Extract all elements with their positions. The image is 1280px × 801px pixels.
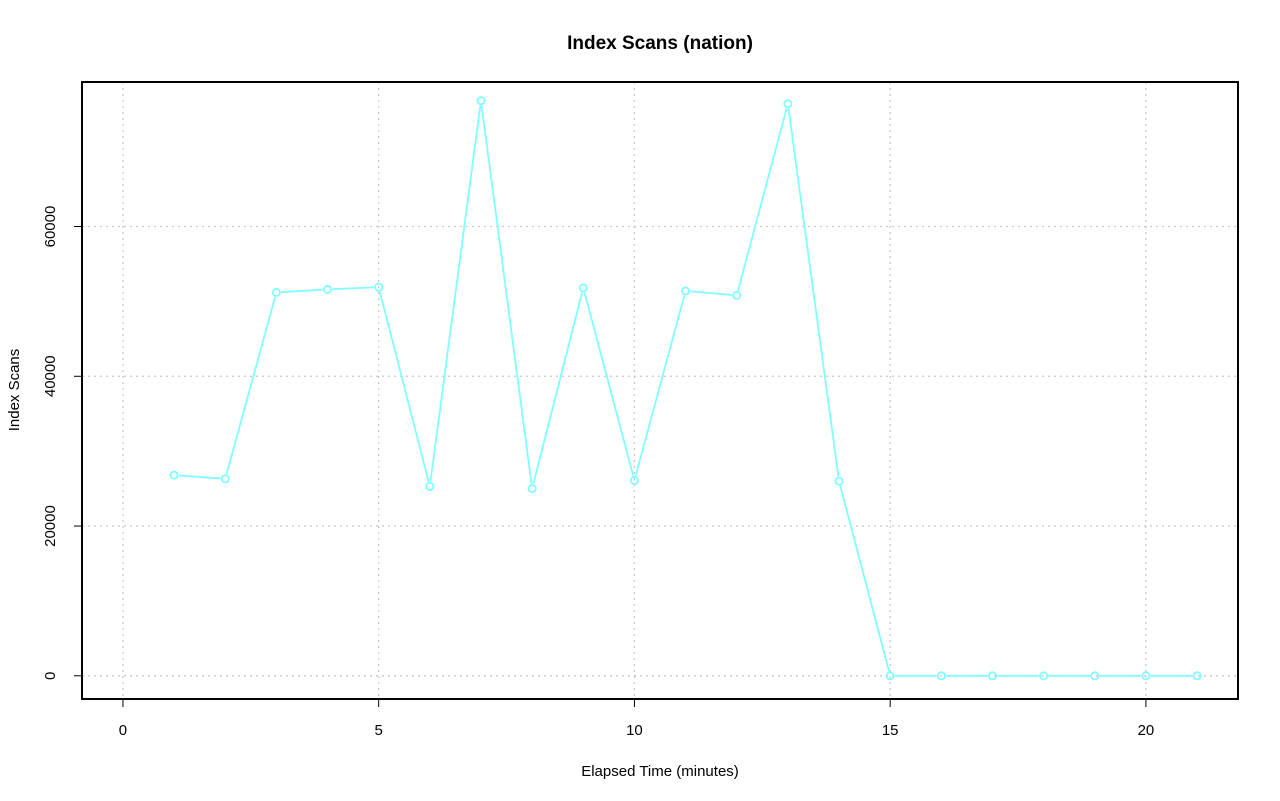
data-point	[681, 286, 691, 296]
series-segment	[429, 105, 482, 482]
series-segment	[281, 288, 323, 293]
grid-lines	[82, 82, 1238, 699]
data-point	[1192, 671, 1202, 681]
x-tick-label: 15	[882, 722, 899, 739]
y-tick-label: 0	[42, 672, 59, 680]
series-segment	[839, 485, 890, 672]
data-point	[323, 284, 333, 294]
y-axis-label: Index Scans	[6, 349, 23, 432]
x-tick-label: 0	[119, 722, 127, 739]
data-point	[476, 96, 486, 106]
plot-frame	[81, 81, 1239, 700]
series-segment	[737, 108, 788, 291]
series-segment	[178, 474, 221, 480]
data-point	[987, 671, 997, 681]
series-segment	[379, 291, 430, 482]
x-tick-label: 20	[1138, 722, 1155, 739]
series-segment	[583, 292, 634, 476]
y-tick-label: 40000	[42, 355, 59, 397]
data-point	[220, 474, 230, 484]
data-point	[1039, 671, 1049, 681]
data-point	[169, 470, 179, 480]
series-segment	[634, 295, 686, 476]
y-tick-label: 20000	[42, 505, 59, 547]
series-segment	[690, 290, 733, 296]
data-point	[271, 287, 281, 297]
x-tick-label: 10	[626, 722, 643, 739]
series-segment	[332, 286, 374, 291]
data-point	[425, 481, 435, 491]
data-point	[936, 671, 946, 681]
data-point	[783, 99, 793, 109]
x-axis-label: Elapsed Time (minutes)	[581, 763, 739, 780]
data-point	[885, 671, 895, 681]
chart-title: Index Scans (nation)	[567, 33, 753, 54]
axes: 0 5 10 15 20 0 20000 40000 60000	[42, 206, 1154, 739]
data-point	[527, 484, 537, 494]
series-layer	[169, 96, 1202, 681]
y-tick-label: 60000	[42, 206, 59, 248]
data-point	[834, 476, 844, 486]
data-point	[629, 475, 639, 485]
data-point	[374, 282, 384, 292]
series-segment	[480, 105, 533, 484]
series-segment	[225, 296, 276, 475]
data-point	[1090, 671, 1100, 681]
data-point	[578, 283, 588, 293]
data-point	[1141, 671, 1151, 681]
x-tick-label: 5	[375, 722, 383, 739]
series-segment	[532, 292, 583, 485]
data-point	[732, 290, 742, 300]
series-segment	[787, 108, 840, 477]
